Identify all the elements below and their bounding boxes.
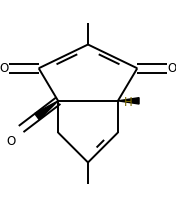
Text: O: O [168, 62, 176, 75]
Text: O: O [7, 135, 16, 148]
Polygon shape [35, 101, 58, 120]
Text: O: O [0, 62, 8, 75]
Polygon shape [118, 98, 139, 104]
Text: H: H [124, 96, 133, 108]
